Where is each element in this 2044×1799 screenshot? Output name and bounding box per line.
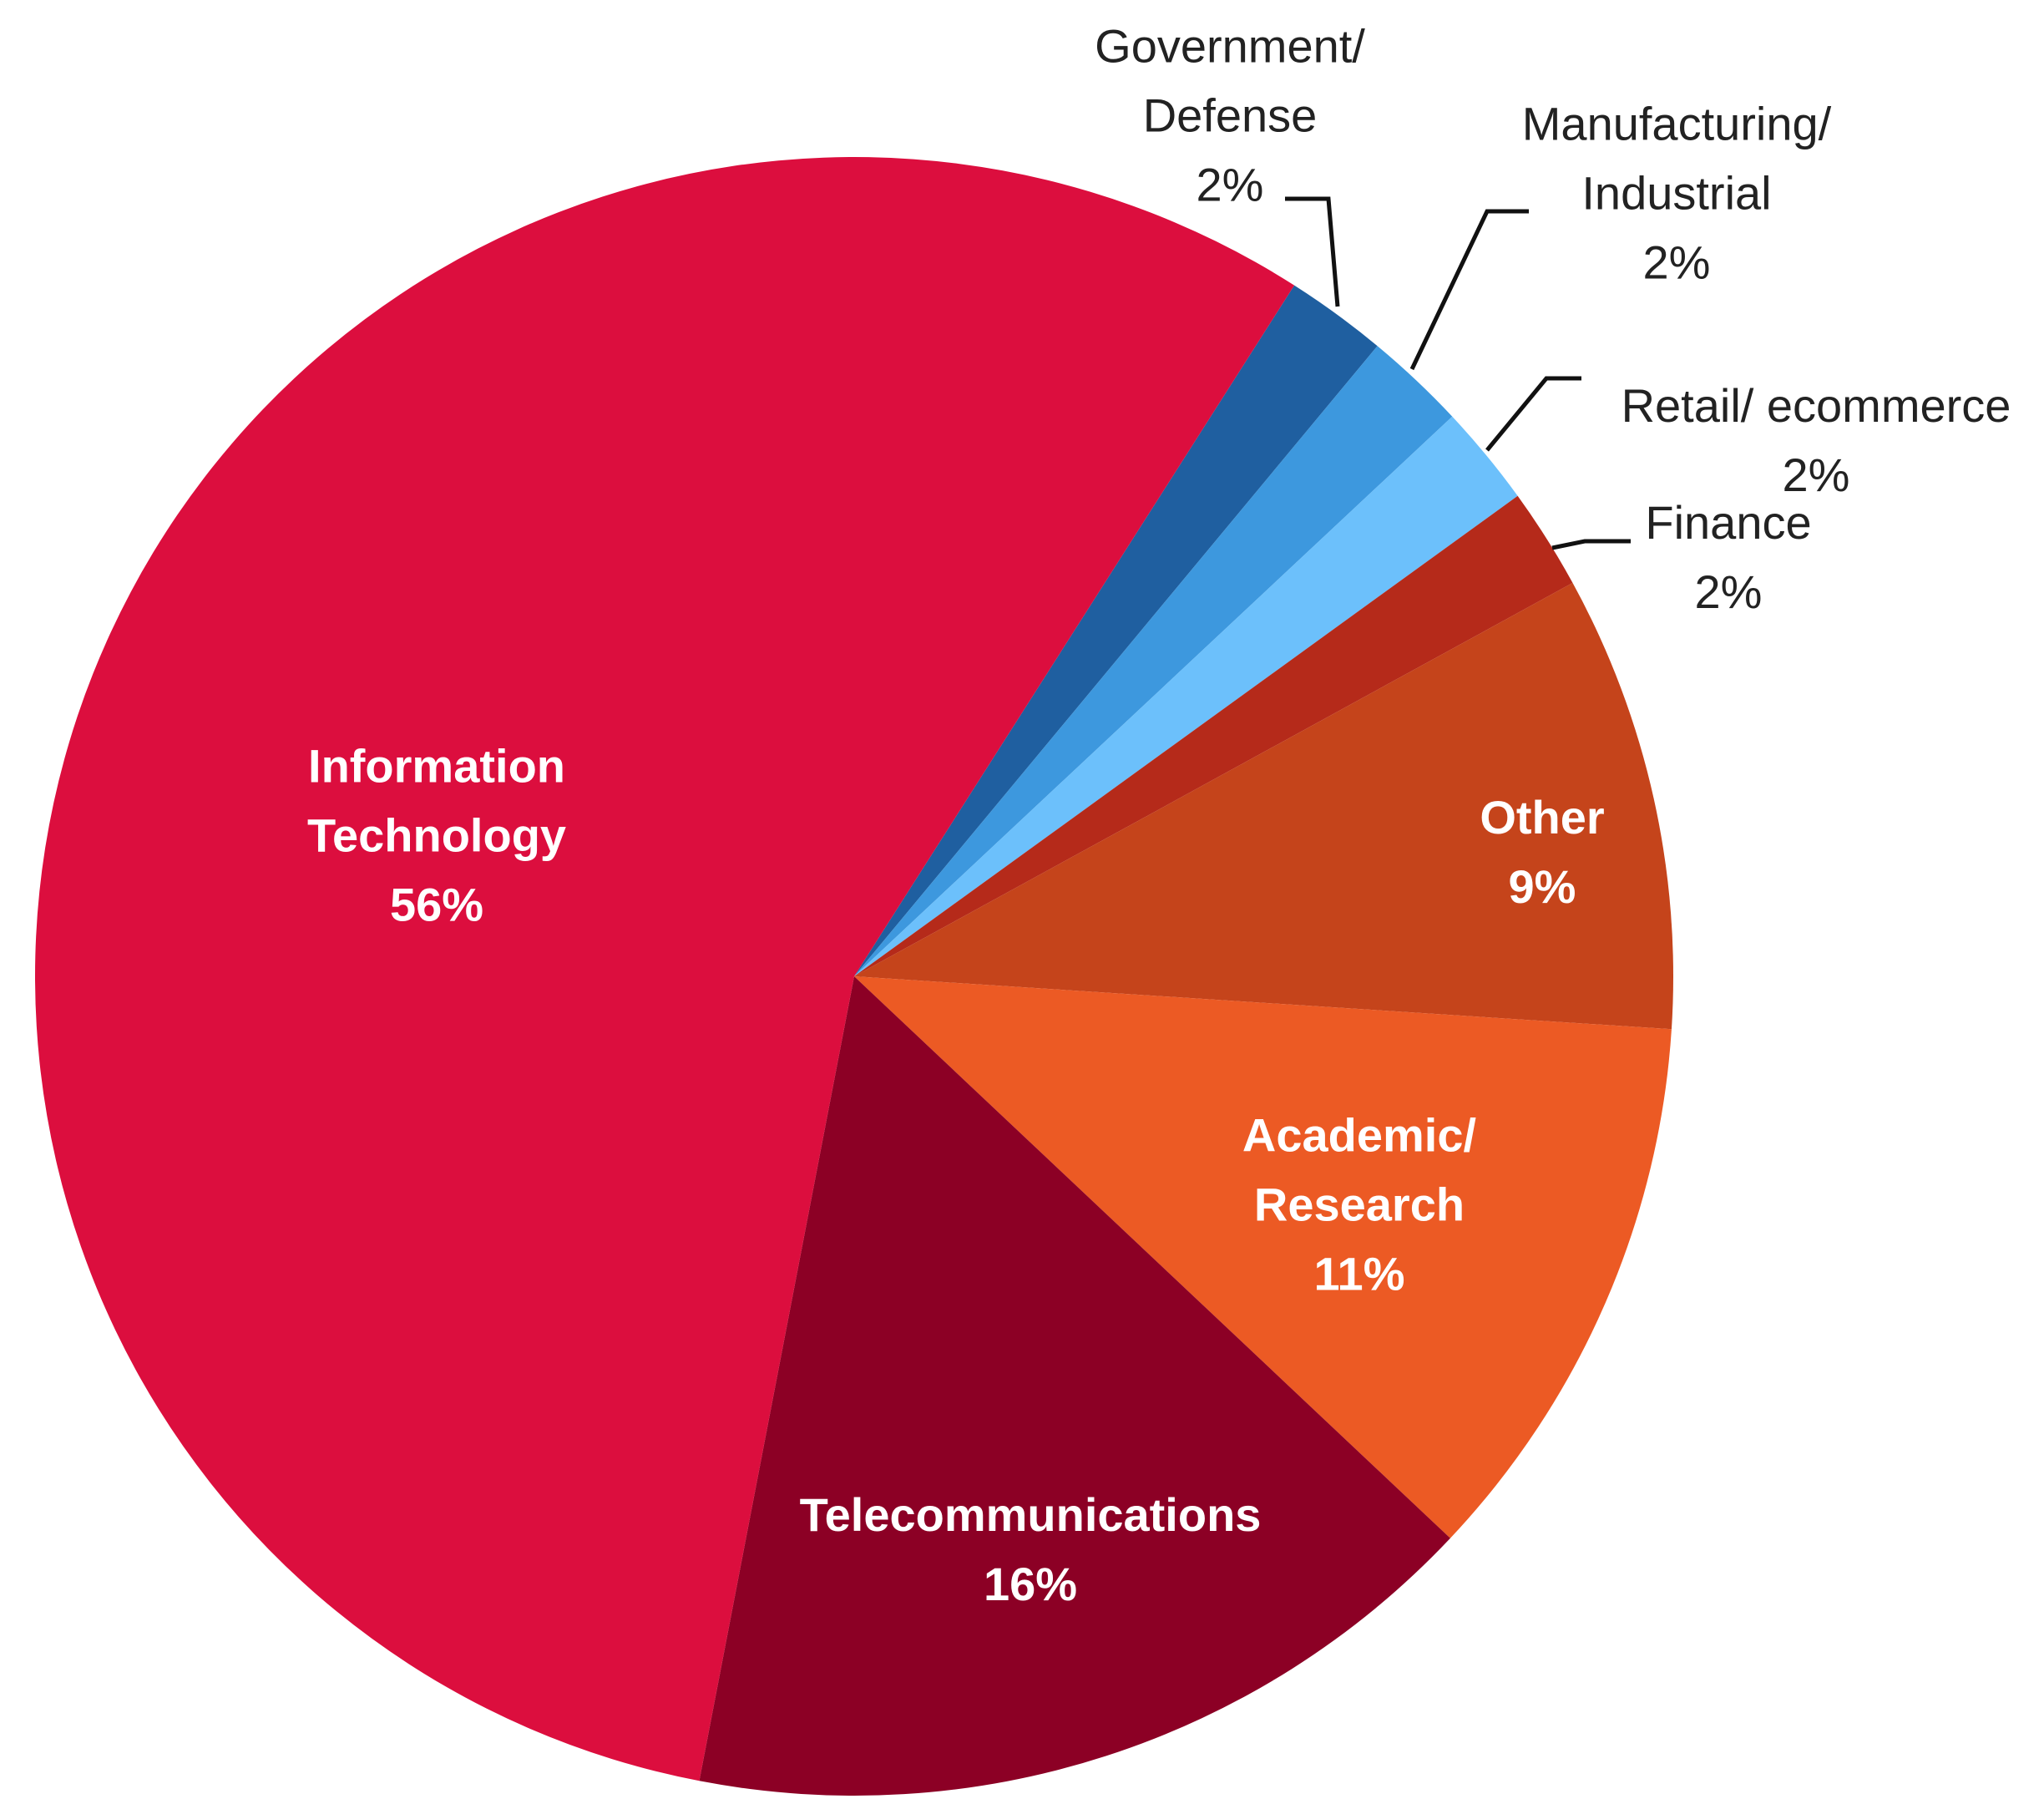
slice-label: Information Technology 56% — [307, 732, 566, 940]
category-label: Other — [1480, 791, 1605, 844]
value-label: 2% — [1782, 448, 1850, 501]
category-label: Finance — [1645, 496, 1812, 549]
slice-label: Government/ Defense 2% — [1095, 12, 1365, 220]
slice-label: Academic/ Research 11% — [1242, 1101, 1476, 1309]
pie-slice — [854, 976, 1672, 1538]
value-label: 2% — [1196, 158, 1264, 211]
slice-label: Other 9% — [1480, 783, 1604, 921]
slice-label: Manufacturing/ Industrial 2% — [1522, 89, 1831, 297]
category-label: Manufacturing/ Industrial — [1521, 97, 1832, 220]
category-label: Government/ Defense — [1095, 19, 1365, 142]
slice-label: Telecommunications 16% — [800, 1480, 1262, 1619]
category-label: Academic/ Research — [1242, 1108, 1477, 1231]
slices — [34, 156, 1673, 1796]
pie-slice — [34, 156, 1295, 1781]
category-label: Telecommunications — [799, 1488, 1262, 1541]
category-label: Information Technology — [306, 739, 567, 862]
value-label: 56% — [389, 878, 484, 931]
leader-line — [1485, 376, 1581, 452]
pie-slice — [699, 976, 1450, 1796]
pie-slice — [854, 416, 1518, 976]
slice-label: Retail/ ecommerce 2% — [1622, 371, 2011, 509]
value-label: 2% — [1642, 236, 1711, 289]
pie-slice — [854, 495, 1573, 976]
category-label: Retail/ ecommerce — [1621, 379, 2011, 432]
leader-line — [1409, 209, 1529, 371]
pie-slice — [854, 582, 1673, 1030]
leader-line — [1551, 539, 1631, 550]
value-label: 11% — [1313, 1247, 1405, 1300]
pie-slice — [854, 285, 1378, 976]
value-label: 16% — [983, 1558, 1078, 1610]
leader-line — [1285, 196, 1340, 307]
leader-lines — [1285, 196, 1631, 550]
pie-slice — [854, 346, 1453, 977]
value-label: 2% — [1694, 565, 1763, 618]
value-label: 9% — [1508, 860, 1576, 913]
slice-label: Finance 2% — [1645, 488, 1811, 626]
